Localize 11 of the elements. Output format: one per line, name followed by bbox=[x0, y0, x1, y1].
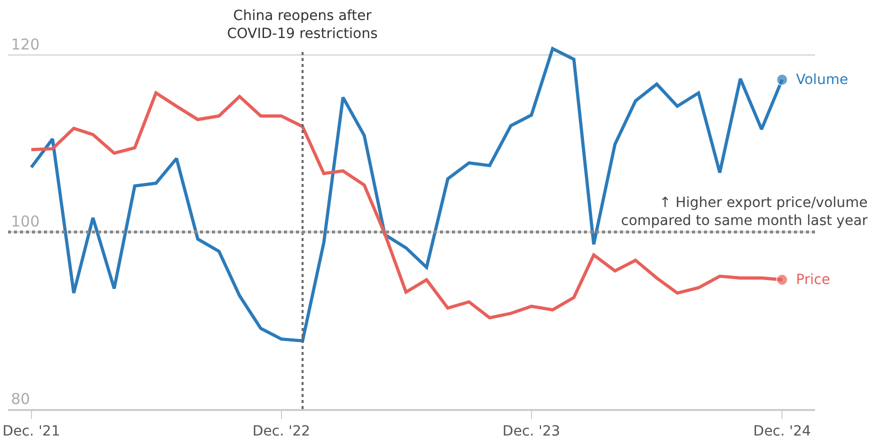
x-tick-label: Dec. '24 bbox=[753, 424, 812, 439]
x-tick-label: Dec. '22 bbox=[252, 424, 310, 439]
y-tick-label: 120 bbox=[11, 36, 40, 54]
ref-line-label: China reopens after COVID-19 restrictions bbox=[227, 8, 378, 42]
ref-line-label: ↑ Higher export price/volume compared to same month last year bbox=[621, 195, 868, 230]
x-tick-label: Dec. '23 bbox=[502, 424, 560, 439]
y-tick-label: 80 bbox=[11, 390, 30, 408]
y-tick-label: 100 bbox=[11, 212, 40, 231]
series-label: Volume bbox=[796, 72, 848, 88]
x-tick-label: Dec. '21 bbox=[2, 424, 60, 439]
series-label: Price bbox=[796, 272, 830, 288]
